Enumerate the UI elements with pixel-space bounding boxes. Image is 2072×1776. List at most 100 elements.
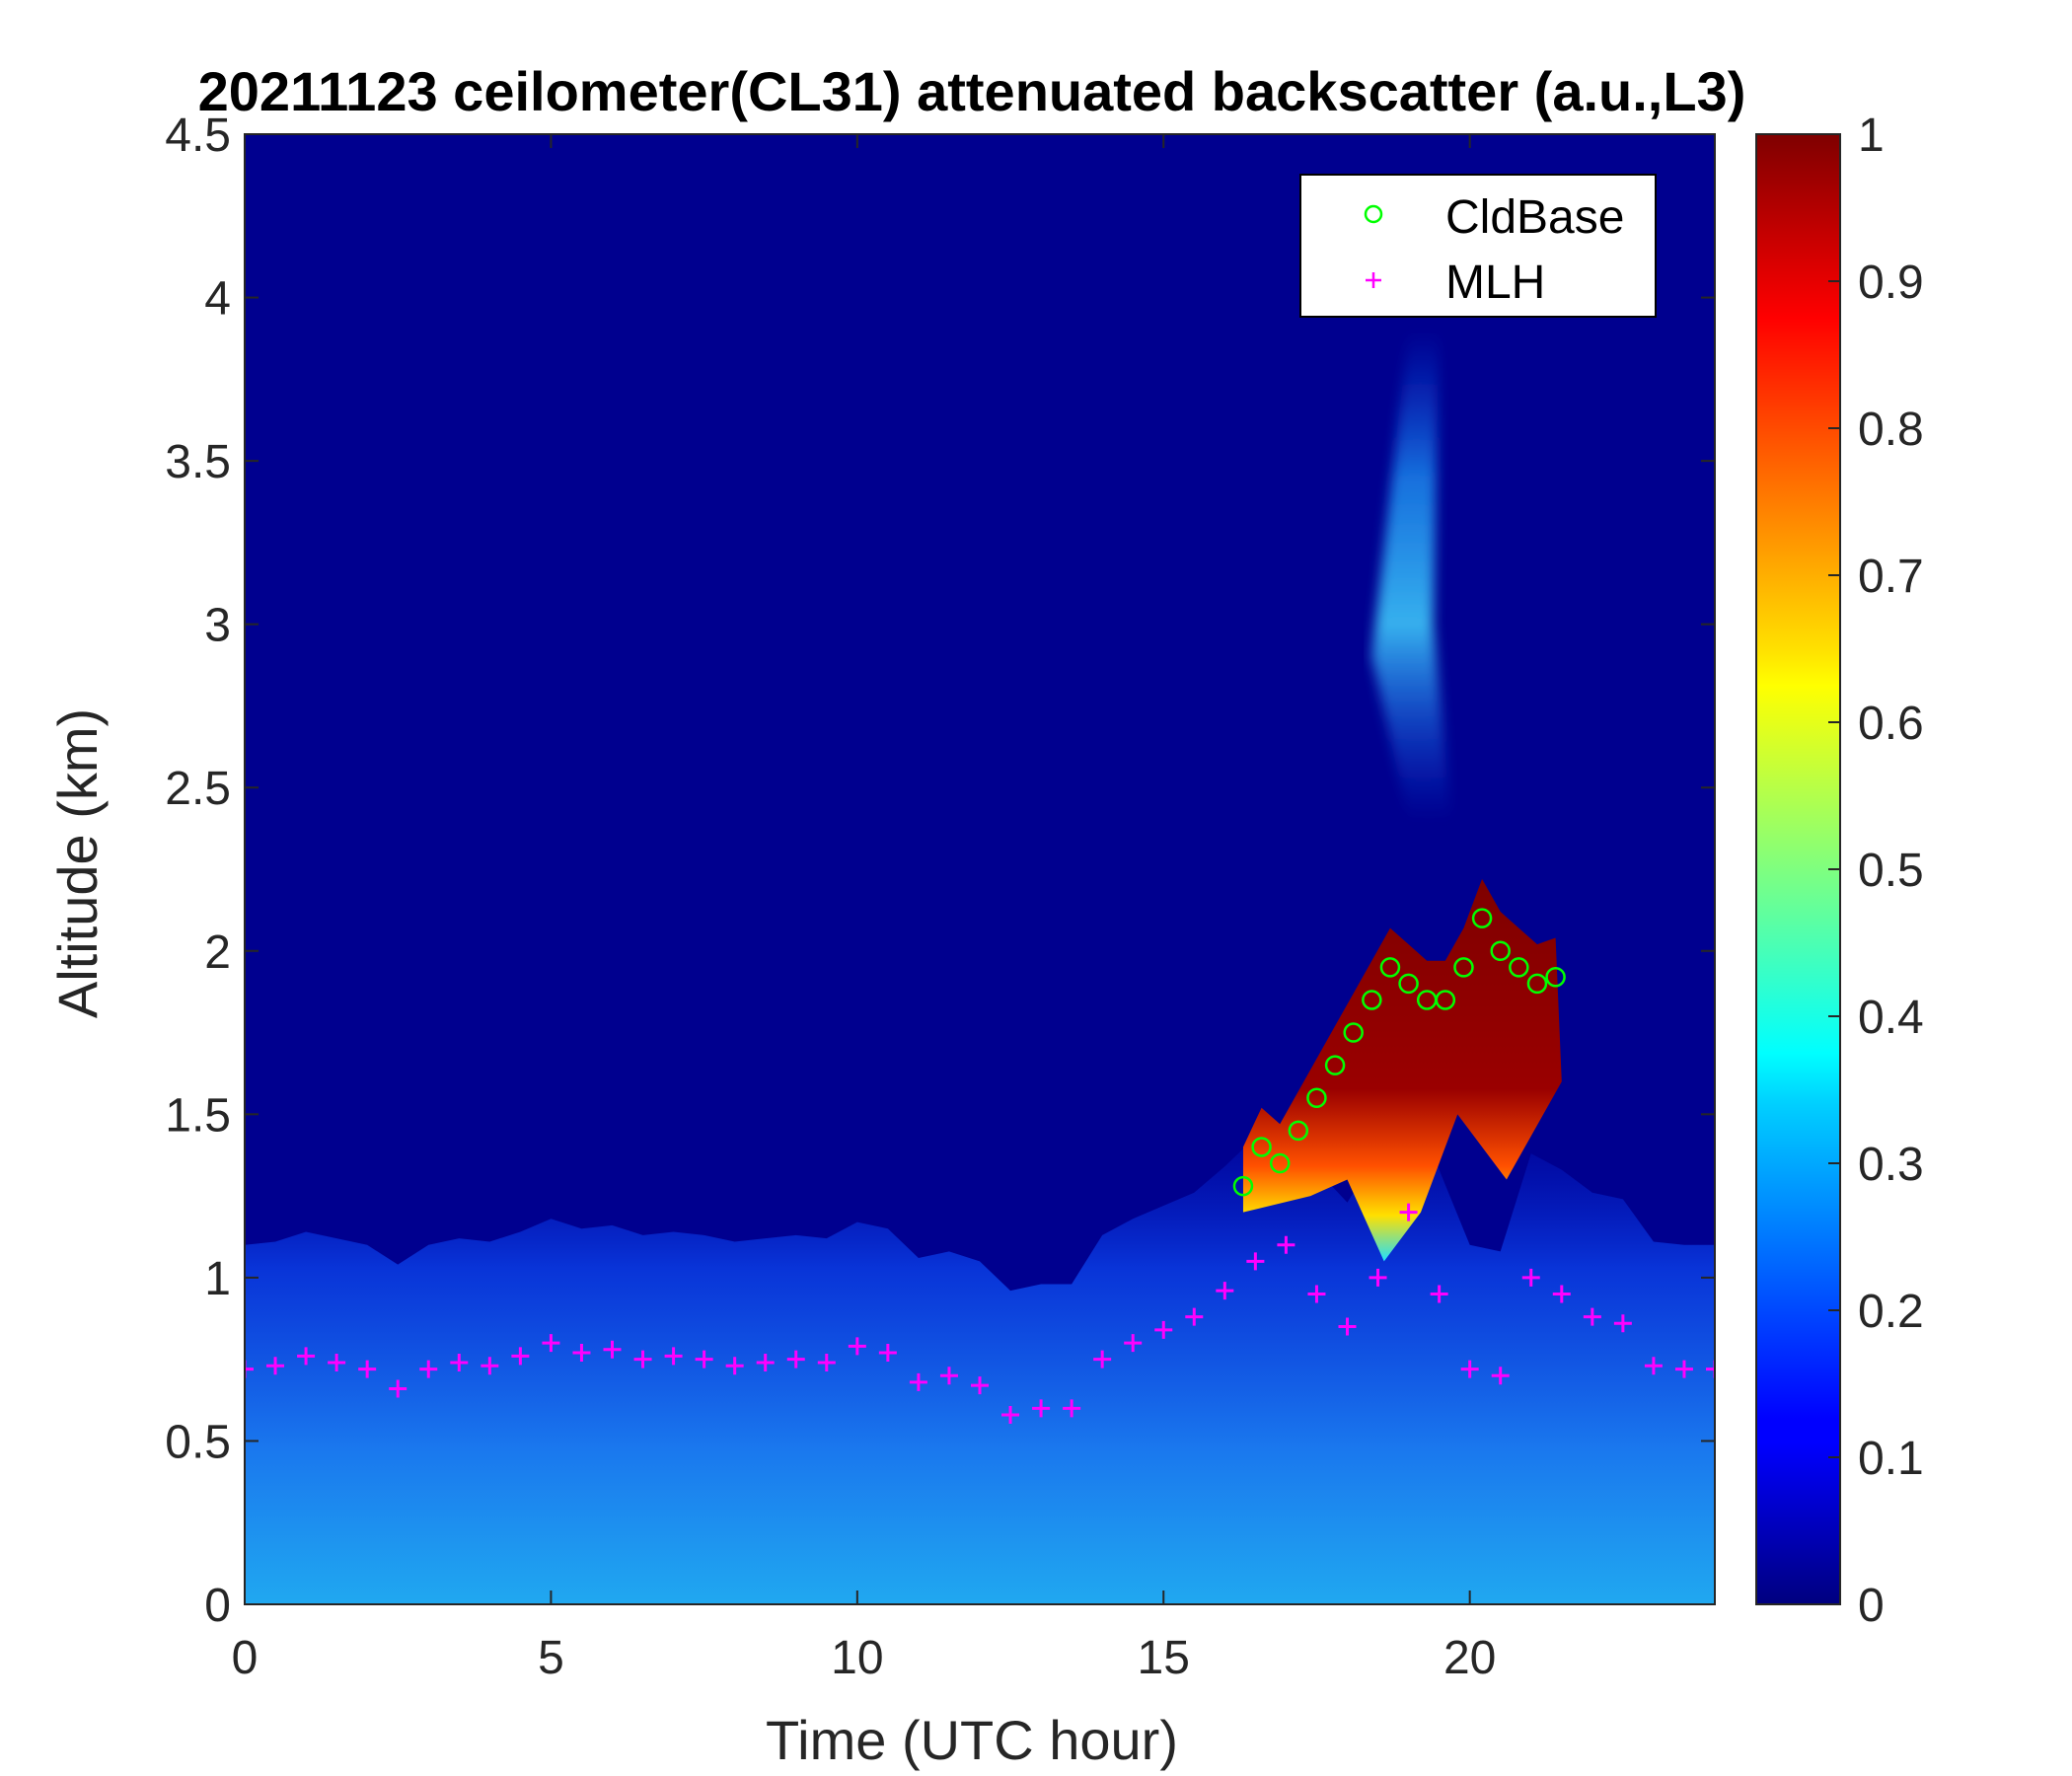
plot-frame [244, 133, 1716, 1605]
colorbar-gradient [1755, 133, 1841, 1605]
mlh-marker [1491, 1367, 1510, 1385]
mlh-marker [389, 1379, 407, 1398]
cldbase-marker [1435, 990, 1456, 1010]
cldbase-marker [1269, 1152, 1291, 1174]
mlh-marker [695, 1350, 713, 1369]
mlh-marker [450, 1353, 469, 1371]
y-tick-label: 2 [204, 926, 231, 979]
mlh-marker [1032, 1399, 1051, 1418]
mlh-marker [1185, 1307, 1204, 1326]
mlh-marker [1246, 1252, 1265, 1271]
mlh-marker [1154, 1320, 1173, 1339]
legend-mlh-label: MLH [1445, 257, 1545, 309]
mlh-marker [419, 1360, 438, 1378]
cldbase-marker [1232, 1175, 1254, 1197]
mlh-marker [1307, 1285, 1326, 1303]
mlh-marker [297, 1347, 316, 1366]
cldbase-marker [1471, 908, 1493, 928]
x-tick-label: 20 [1443, 1632, 1496, 1684]
mlh-marker [756, 1353, 775, 1371]
colorbar-tick-label: 0.6 [1858, 698, 1924, 750]
mlh-marker [572, 1344, 591, 1363]
x-tick-label: 15 [1138, 1632, 1190, 1684]
mlh-marker [1460, 1360, 1479, 1378]
colorbar: 0 0.1 0.2 0.3 0.4 0.5 0.6 0.7 0.8 0.9 1 [1755, 110, 1924, 1632]
cldbase-marker [1490, 940, 1511, 962]
cldbase-marker [1545, 967, 1566, 988]
mlh-marker [1644, 1357, 1663, 1375]
y-tick-label: 4.5 [165, 110, 231, 162]
mlh-marker [971, 1376, 989, 1395]
colorbar-tick-label: 0.4 [1858, 992, 1924, 1044]
colorbar-tick-label: 0.3 [1858, 1139, 1924, 1191]
mlh-marker [848, 1337, 866, 1356]
y-tick-label: 2.5 [165, 763, 231, 815]
mlh-marker [481, 1357, 499, 1375]
mlh-marker [511, 1347, 530, 1366]
y-tick-label: 3 [204, 600, 231, 652]
mlh-marker [1277, 1235, 1295, 1254]
legend-mlh-marker [1366, 272, 1381, 288]
mlh-marker [1430, 1285, 1448, 1303]
colorbar-tick-label: 0.2 [1858, 1286, 1924, 1338]
cldbase-marker [1251, 1137, 1272, 1157]
mlh-series [245, 1203, 1715, 1424]
cldbase-marker [1288, 1120, 1309, 1142]
mlh-marker [1674, 1360, 1693, 1378]
upper-plume [1371, 330, 1452, 821]
x-tick-label: 10 [831, 1632, 883, 1684]
mlh-marker [245, 1360, 254, 1378]
cldbase-marker [1526, 973, 1548, 995]
mlh-marker [1369, 1268, 1387, 1287]
x-tick-label: 5 [538, 1632, 564, 1684]
colorbar-ticks: 0 0.1 0.2 0.3 0.4 0.5 0.6 0.7 0.8 0.9 1 [1828, 110, 1924, 1632]
mlh-marker [1583, 1307, 1601, 1326]
mlh-marker [1093, 1350, 1112, 1369]
y-tick-label: 4 [204, 273, 231, 326]
cldbase-marker [1453, 957, 1474, 978]
mlh-marker [358, 1360, 377, 1378]
mlh-marker [664, 1347, 683, 1366]
mlh-marker [909, 1372, 927, 1391]
mlh-marker [1399, 1203, 1418, 1221]
cloud-layer [1242, 878, 1562, 1262]
colorbar-tick-label: 0.9 [1858, 257, 1924, 309]
mlh-marker [1338, 1317, 1357, 1336]
legend-cldbase-marker [1364, 204, 1383, 224]
y-tick-label: 1 [204, 1253, 231, 1305]
x-tick-label: 0 [232, 1632, 259, 1684]
colorbar-tick-label: 0.7 [1858, 551, 1924, 603]
mlh-marker [786, 1350, 805, 1369]
cldbase-marker [1343, 1022, 1364, 1043]
mlh-marker [939, 1367, 958, 1385]
mlh-marker [1613, 1314, 1632, 1333]
cldbase-marker [1306, 1087, 1327, 1109]
y-axis: 0 0.5 1 1.5 2 2.5 3 3.5 4 4.5 [165, 110, 1715, 1632]
colorbar-tick-label: 0 [1858, 1580, 1885, 1632]
mlh-marker [1521, 1268, 1540, 1287]
x-axis: 0 5 10 15 20 [232, 134, 1496, 1684]
colorbar-tick-label: 0.8 [1858, 404, 1924, 456]
y-tick-label: 0 [204, 1580, 231, 1632]
cldbase-series [1232, 908, 1566, 1197]
colorbar-tick-label: 0.1 [1858, 1433, 1924, 1485]
mlh-marker [878, 1344, 897, 1363]
mlh-marker [1001, 1405, 1020, 1424]
mlh-marker [1063, 1399, 1081, 1418]
mlh-marker [1552, 1285, 1571, 1303]
cldbase-marker [1509, 957, 1529, 978]
mlh-marker [1706, 1360, 1715, 1378]
colorbar-tick-label: 0.5 [1858, 845, 1924, 897]
legend-cldbase-label: CldBase [1445, 191, 1624, 244]
y-tick-label: 0.5 [165, 1416, 231, 1468]
cldbase-marker [1398, 973, 1419, 995]
mlh-marker [603, 1340, 622, 1359]
cldbase-marker [1324, 1055, 1346, 1075]
mlh-marker [633, 1350, 652, 1369]
plot-area [245, 134, 1715, 1604]
chart-title: 20211123 ceilometer(CL31) attenuated bac… [198, 60, 1746, 122]
mlh-marker [1216, 1282, 1234, 1300]
y-tick-label: 1.5 [165, 1089, 231, 1142]
